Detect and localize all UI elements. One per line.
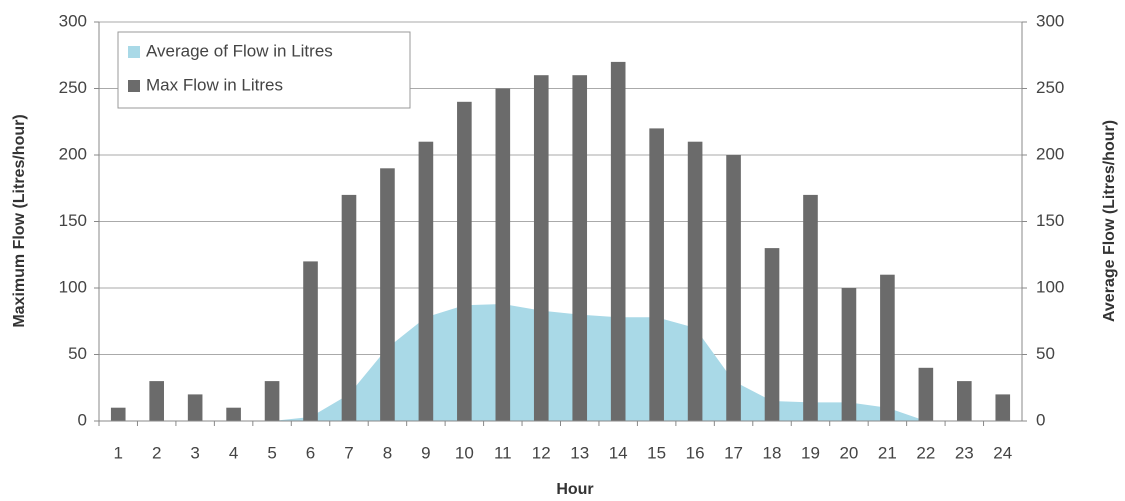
x-tick-label: 23: [955, 443, 974, 462]
x-tick-label: 4: [229, 443, 238, 462]
legend-box: [117, 31, 411, 109]
y-axis-title: Maximum Flow (Litres/hour): [11, 114, 28, 327]
bar: [149, 381, 164, 421]
y-tick-label: 0: [78, 410, 87, 429]
y-tick-label: 200: [59, 144, 87, 163]
legend-swatch: [128, 80, 140, 92]
bar: [610, 61, 626, 422]
bar: [880, 274, 895, 421]
bar: [110, 407, 126, 421]
y-tick-label: 250: [59, 78, 87, 97]
bar: [918, 367, 934, 421]
x-tick-label: 2: [152, 443, 161, 462]
bar: [341, 194, 357, 421]
x-tick-label: 12: [532, 443, 551, 462]
bar: [380, 168, 395, 421]
bar: [418, 141, 434, 421]
bar: [264, 381, 280, 421]
bar: [226, 407, 241, 421]
bar: [687, 141, 703, 421]
y2-tick-label: 150: [1036, 211, 1064, 230]
x-tick-label: 17: [724, 443, 743, 462]
x-tick-label: 20: [839, 443, 858, 462]
x-tick-label: 11: [494, 443, 512, 462]
y2-tick-label: 50: [1036, 344, 1055, 363]
bar: [303, 261, 318, 421]
x-tick-label: 18: [763, 443, 782, 462]
y-tick-label: 100: [59, 277, 87, 296]
y2-tick-label: 200: [1036, 144, 1064, 163]
x-tick-label: 24: [993, 443, 1012, 462]
x-tick-label: 16: [686, 443, 705, 462]
x-tick-label: 10: [455, 443, 474, 462]
y-tick-label: 50: [68, 344, 87, 363]
y-tick-label: 300: [59, 11, 87, 30]
x-tick-label: 13: [570, 443, 589, 462]
x-tick-label: 19: [801, 443, 820, 462]
legend-label: Max Flow in Litres: [146, 75, 283, 94]
x-axis-title: Hour: [556, 481, 593, 498]
x-tick-label: 7: [344, 443, 353, 462]
y2-tick-label: 300: [1036, 11, 1064, 30]
bar: [803, 194, 818, 421]
y2-axis-title: Average Flow (Litres/hour): [1101, 120, 1118, 322]
y2-tick-label: 0: [1036, 410, 1045, 429]
bar: [187, 394, 203, 421]
x-tick-label: 22: [916, 443, 935, 462]
x-tick-label: 9: [421, 443, 430, 462]
area: [118, 303, 1003, 421]
x-tick-label: 3: [190, 443, 199, 462]
x-tick-label: 15: [647, 443, 666, 462]
x-tick-label: 6: [306, 443, 315, 462]
bar: [841, 288, 857, 421]
bar: [957, 381, 972, 421]
legend-label: Average of Flow in Litres: [146, 41, 333, 60]
bar: [495, 88, 511, 421]
y2-tick-label: 250: [1036, 78, 1064, 97]
legend: Average of Flow in Litres Max Flow in Lit…: [117, 31, 411, 109]
x-tick-label: 8: [383, 443, 392, 462]
bar: [457, 101, 472, 422]
x-tick-label: 5: [267, 443, 276, 462]
y-tick-label: 150: [59, 211, 87, 230]
x-tick-label: 14: [609, 443, 628, 462]
bar: [726, 155, 741, 421]
bar: [995, 394, 1011, 421]
x-tick-label: 21: [878, 443, 897, 462]
bar: [533, 75, 549, 421]
bar: [764, 248, 780, 421]
bar: [572, 75, 588, 421]
bar: [649, 128, 664, 421]
legend-swatch: [128, 46, 140, 58]
y2-tick-label: 100: [1036, 277, 1064, 296]
x-tick-label: 1: [113, 443, 122, 462]
